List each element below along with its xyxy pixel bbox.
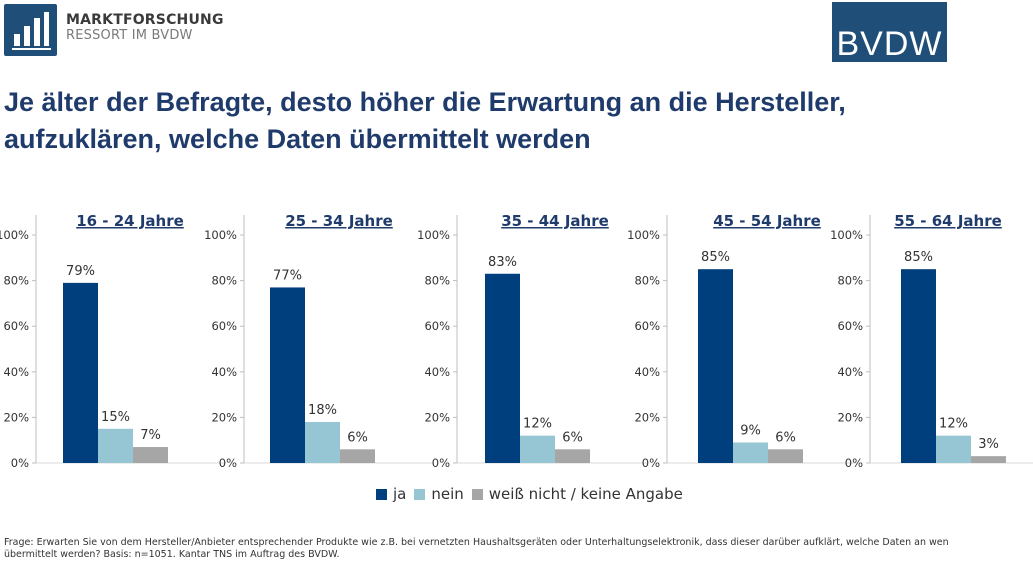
bar-nein [520, 435, 555, 463]
chart-title: 25 - 34 Jahre [285, 212, 393, 230]
page-title: Je älter der Befragte, desto höher die E… [4, 87, 846, 154]
y-tick-label: 60% [211, 319, 237, 333]
y-tick-label: 60% [3, 319, 29, 333]
bar-ja [698, 269, 733, 463]
bar-weiss-nicht [555, 449, 590, 463]
bar-weiss-nicht [340, 449, 375, 463]
y-tick-label: 0% [219, 456, 237, 470]
y-tick-label: 80% [424, 274, 450, 288]
data-label: 83% [488, 255, 517, 270]
y-tick-label: 80% [211, 274, 237, 288]
y-tick-label: 80% [837, 274, 863, 288]
bar-ja [63, 282, 98, 463]
bar-weiss-nicht [133, 447, 168, 463]
y-tick-label: 60% [634, 319, 660, 333]
data-label: 15% [101, 410, 130, 425]
chart-title: 35 - 44 Jahre [501, 212, 609, 230]
data-label: 12% [939, 417, 968, 432]
legend-label-ja: ja [393, 485, 407, 503]
data-label: 77% [273, 268, 302, 283]
y-tick-label: 60% [424, 319, 450, 333]
legend-item-weiss-nicht: weiß nicht / keine Angabe [471, 485, 683, 503]
bar-ja [901, 269, 936, 463]
bar-nein [936, 435, 971, 463]
y-tick-label: 80% [3, 274, 29, 288]
legend-swatch-ja [376, 488, 387, 500]
y-tick-label: 40% [424, 365, 450, 379]
y-tick-label: 100% [0, 228, 29, 242]
bar-weiss-nicht [971, 456, 1006, 463]
y-tick-label: 20% [634, 410, 660, 424]
bvdw-logo: BVDW [832, 2, 947, 62]
legend: ja nein weiß nicht / keine Angabe [376, 485, 691, 503]
y-tick-label: 60% [837, 319, 863, 333]
y-tick-label: 0% [642, 456, 660, 470]
data-label: 6% [347, 430, 368, 445]
bar-nein [733, 442, 768, 463]
legend-item-nein: nein [414, 485, 464, 503]
bar-ja [270, 287, 305, 463]
chart-title: 45 - 54 Jahre [713, 212, 821, 230]
y-tick-label: 20% [3, 410, 29, 424]
y-tick-label: 40% [837, 365, 863, 379]
data-label: 3% [978, 437, 999, 452]
bar-chart-icon [12, 12, 51, 50]
footnote: Frage: Erwarten Sie von dem Hersteller/A… [4, 537, 949, 560]
marktforschung-logo [4, 4, 57, 56]
y-tick-label: 100% [204, 228, 237, 242]
y-tick-label: 100% [830, 228, 863, 242]
y-tick-label: 80% [634, 274, 660, 288]
legend-swatch-weiss-nicht [471, 488, 483, 500]
bar-nein [98, 428, 133, 463]
y-tick-label: 20% [424, 410, 450, 424]
data-label: 18% [308, 403, 337, 418]
y-tick-label: 0% [845, 456, 863, 470]
y-tick-label: 0% [432, 456, 450, 470]
data-label: 79% [66, 264, 95, 279]
legend-item-ja: ja [376, 485, 406, 503]
y-tick-label: 40% [211, 365, 237, 379]
bar-nein [305, 421, 340, 463]
y-tick-label: 20% [837, 410, 863, 424]
y-tick-label: 40% [634, 365, 660, 379]
logo-line1: MARKTFORSCHUNG [66, 12, 224, 28]
data-label: 85% [701, 250, 730, 265]
bar-ja [485, 273, 520, 463]
data-label: 9% [740, 423, 761, 438]
legend-swatch-nein [414, 488, 426, 500]
chart-title: 16 - 24 Jahre [76, 212, 184, 230]
logo-line2: RESSORT IM BVDW [66, 28, 193, 43]
data-label: 6% [562, 430, 583, 445]
data-label: 12% [523, 417, 552, 432]
y-tick-label: 20% [211, 410, 237, 424]
y-tick-label: 100% [417, 228, 450, 242]
y-tick-label: 0% [11, 456, 29, 470]
bar-weiss-nicht [768, 449, 803, 463]
charts-area: 0% 20% 40% 60% 80% 100% 16 - 24 Jahre 79% 15% 7% 0… [0, 212, 1033, 470]
legend-label-weiss-nicht: weiß nicht / keine Angabe [488, 485, 683, 503]
data-label: 7% [140, 428, 161, 443]
y-tick-label: 40% [3, 365, 29, 379]
data-label: 85% [904, 250, 933, 265]
y-tick-label: 100% [627, 228, 660, 242]
legend-label-nein: nein [431, 485, 464, 503]
chart-title: 55 - 64 Jahre [894, 212, 1002, 230]
data-label: 6% [775, 430, 796, 445]
